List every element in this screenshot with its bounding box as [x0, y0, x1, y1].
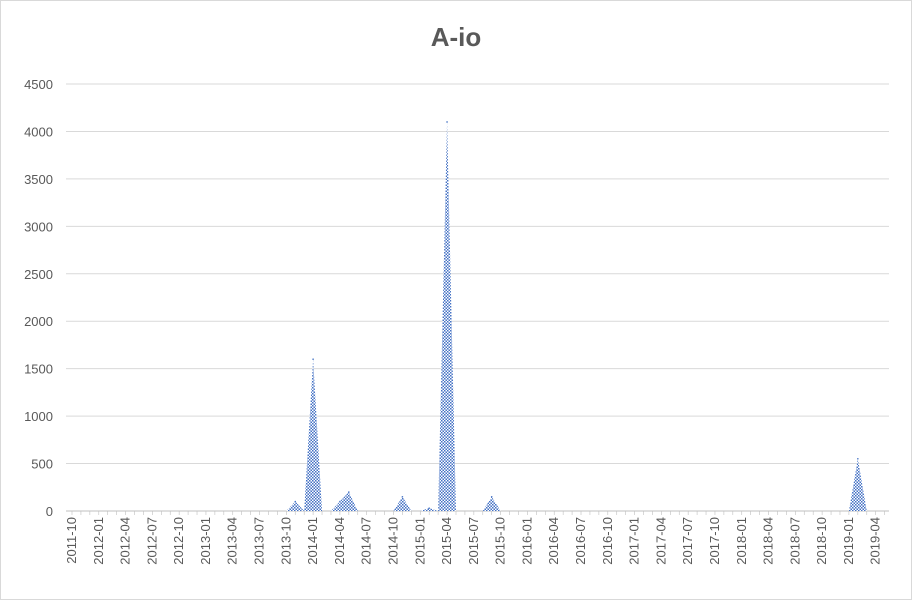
x-tick-label: 2011-10 [64, 517, 79, 564]
y-axis-ticks: 0 500 1000 1500 2000 2500 3000 3500 4000 4500 [24, 77, 53, 519]
y-tick-label: 3000 [24, 219, 53, 234]
x-tick-label: 2019-01 [841, 517, 856, 565]
data-point [446, 121, 448, 123]
chart-title: A-io [430, 22, 482, 52]
x-tick-label: 2018-01 [734, 517, 749, 565]
data-point [428, 507, 431, 509]
data-point [312, 358, 314, 360]
x-tick-label: 2015-04 [439, 517, 454, 565]
x-tick-label: 2016-04 [546, 517, 561, 565]
gridlines [66, 83, 889, 512]
data-point [348, 491, 350, 493]
x-tick-label: 2012-01 [91, 517, 106, 565]
y-tick-label: 3500 [24, 172, 53, 187]
data-point [294, 500, 297, 503]
x-tick-label: 2015-01 [412, 517, 427, 565]
x-tick-label: 2012-10 [171, 517, 186, 565]
y-tick-label: 4500 [24, 77, 53, 92]
y-tick-label: 1000 [24, 409, 53, 424]
x-tick-label: 2016-07 [573, 517, 588, 565]
x-axis-ticks: 2011-10 2012-01 2012-04 2012-07 2012-10 2013-… [64, 511, 885, 565]
series-area-fill [72, 121, 885, 512]
x-tick-label: 2014-10 [385, 517, 400, 565]
x-tick-label: 2013-10 [278, 517, 293, 565]
x-tick-label: 2014-07 [359, 517, 374, 565]
x-tick-label: 2015-10 [493, 517, 508, 565]
x-tick-label: 2013-07 [252, 517, 267, 565]
data-point [339, 500, 341, 503]
series-area [72, 121, 885, 512]
data-point [490, 495, 493, 498]
x-tick-label: 2017-07 [680, 517, 695, 565]
y-tick-label: 4000 [24, 124, 53, 139]
x-tick-label: 2015-07 [466, 517, 481, 565]
x-tick-label: 2013-01 [198, 517, 213, 565]
x-tick-label: 2012-04 [118, 517, 133, 565]
y-tick-label: 500 [31, 457, 53, 472]
y-tick-label: 0 [46, 504, 53, 519]
x-tick-label: 2018-10 [814, 517, 829, 565]
x-tick-label: 2013-04 [225, 517, 240, 565]
x-tick-label: 2017-10 [707, 517, 722, 565]
x-tick-label: 2019-04 [868, 517, 883, 565]
y-tick-label: 2500 [24, 267, 53, 282]
x-tick-label: 2012-07 [144, 517, 159, 565]
data-point [857, 458, 859, 460]
x-tick-label: 2016-01 [519, 517, 534, 565]
x-tick-label: 2018-04 [761, 517, 776, 565]
x-tick-label: 2017-01 [627, 517, 642, 565]
x-tick-label: 2014-01 [305, 517, 320, 565]
x-tick-label: 2016-10 [600, 517, 615, 565]
x-tick-label: 2018-07 [787, 517, 802, 565]
x-tick-label: 2014-04 [332, 517, 347, 565]
data-point [401, 495, 404, 498]
x-tick-label: 2017-04 [653, 517, 668, 565]
y-tick-label: 1500 [24, 362, 53, 377]
y-tick-label: 2000 [24, 314, 53, 329]
